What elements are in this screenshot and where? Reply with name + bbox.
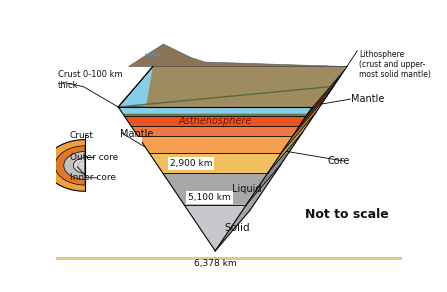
- Polygon shape: [138, 136, 292, 153]
- Text: Crust 0-100 km
thick: Crust 0-100 km thick: [58, 70, 122, 90]
- Text: Outer core: Outer core: [70, 153, 118, 162]
- Text: Inner core: Inner core: [70, 173, 116, 182]
- Polygon shape: [149, 153, 281, 173]
- Polygon shape: [299, 76, 341, 126]
- Text: Liquid: Liquid: [232, 184, 261, 194]
- Polygon shape: [281, 96, 327, 153]
- Polygon shape: [122, 114, 308, 116]
- Text: Lithosphere
(crust and upper-
most solid mantle): Lithosphere (crust and upper- most solid…: [359, 50, 431, 79]
- Text: Crust: Crust: [70, 131, 94, 140]
- Polygon shape: [129, 44, 347, 67]
- Bar: [85, 137, 143, 194]
- Polygon shape: [268, 112, 316, 173]
- Text: Asthenosphere: Asthenosphere: [178, 117, 252, 126]
- Bar: [84, 140, 86, 191]
- Circle shape: [55, 146, 116, 185]
- Circle shape: [46, 140, 125, 191]
- Bar: [84, 158, 86, 173]
- Text: Solid: Solid: [224, 223, 250, 233]
- Polygon shape: [131, 126, 299, 136]
- Bar: [84, 152, 86, 179]
- Polygon shape: [184, 205, 246, 251]
- Text: 2,900 km: 2,900 km: [170, 159, 212, 168]
- Polygon shape: [306, 73, 342, 116]
- Polygon shape: [308, 67, 347, 114]
- Polygon shape: [125, 116, 306, 126]
- Text: 5,100 km: 5,100 km: [188, 193, 231, 202]
- Text: Core: Core: [328, 156, 350, 166]
- Text: 6,378 km: 6,378 km: [194, 259, 236, 268]
- Text: Not to scale: Not to scale: [305, 208, 389, 221]
- Text: Mantle: Mantle: [351, 94, 384, 104]
- Bar: [56, 256, 402, 260]
- Text: Mantle: Mantle: [120, 129, 153, 139]
- Polygon shape: [246, 133, 302, 205]
- Polygon shape: [146, 67, 347, 107]
- Polygon shape: [215, 164, 281, 251]
- Circle shape: [73, 158, 97, 173]
- Bar: [84, 146, 86, 185]
- Polygon shape: [292, 86, 334, 136]
- Polygon shape: [118, 107, 312, 114]
- Polygon shape: [163, 173, 268, 205]
- Circle shape: [64, 152, 107, 179]
- Polygon shape: [118, 67, 347, 107]
